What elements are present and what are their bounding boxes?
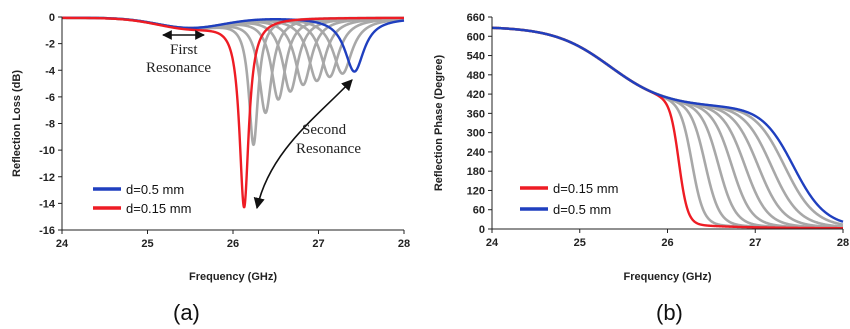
x-tick-label: 26 bbox=[227, 238, 239, 250]
reflection-phase-chart: 0 60 120 180 240 300 360 420 480 540 600 660 24 25 26 2… bbox=[433, 12, 849, 325]
x-tick-label: 27 bbox=[749, 237, 761, 249]
y-tick-label: 660 bbox=[467, 12, 485, 24]
reflection-loss-curve-intermediate bbox=[61, 16, 405, 147]
y-tick-label: -12 bbox=[39, 172, 55, 184]
legend-b-label-d015: d=0.15 mm bbox=[553, 181, 618, 196]
y-tick-label: 240 bbox=[467, 147, 485, 159]
y-axis-title: Reflection Phase (Degree) bbox=[433, 55, 445, 192]
reflection-phase-curve-intermediate bbox=[491, 26, 844, 229]
x-tick-label: 27 bbox=[312, 238, 324, 250]
first-resonance-label-line2: Resonance bbox=[146, 60, 211, 76]
reflection-phase-curve-intermediate bbox=[491, 26, 844, 230]
x-axis-title: Frequency (GHz) bbox=[623, 271, 711, 283]
reflection-phase-curve-intermediate bbox=[491, 26, 844, 228]
x-axis-title: Frequency (GHz) bbox=[189, 271, 277, 283]
y-tick-label: -16 bbox=[39, 225, 55, 237]
reflection-phase-curve-intermediate bbox=[491, 26, 844, 230]
reflection-phase-curves bbox=[491, 26, 844, 230]
y-tick-label: -8 bbox=[45, 119, 55, 131]
y-tick-label: 300 bbox=[467, 128, 485, 140]
reflection-phase-curve-intermediate bbox=[491, 26, 844, 226]
y-axis-title: Reflection Loss (dB) bbox=[11, 70, 23, 177]
legend-a-label-d015: d=0.15 mm bbox=[126, 201, 191, 216]
reflection-loss-curves bbox=[61, 16, 405, 209]
reflection-phase-curve-intermediate bbox=[491, 26, 844, 230]
y-tick-label: 420 bbox=[467, 89, 485, 101]
y-tick-label: -14 bbox=[39, 198, 56, 210]
y-tick-label: -10 bbox=[39, 145, 55, 157]
x-tick-label: 28 bbox=[398, 238, 410, 250]
legend-b-label-d05: d=0.5 mm bbox=[553, 202, 611, 217]
x-tick-label: 28 bbox=[837, 237, 849, 249]
y-tick-label: 60 bbox=[473, 205, 485, 217]
y-tick-label: 360 bbox=[467, 108, 485, 120]
second-resonance-label-line2: Resonance bbox=[296, 141, 361, 157]
legend-b: d=0.15 mm d=0.5 mm bbox=[520, 181, 618, 217]
reflection-phase-curve-intermediate bbox=[491, 26, 844, 229]
reflection-phase-axes: 0 60 120 180 240 300 360 420 480 540 600 660 24 25 26 2… bbox=[433, 12, 849, 283]
reflection-phase-curve-d015 bbox=[491, 26, 844, 230]
y-tick-label: -2 bbox=[45, 39, 55, 51]
legend-a-label-d05: d=0.5 mm bbox=[126, 182, 184, 197]
y-tick-label: 600 bbox=[467, 31, 485, 43]
second-resonance-arrow bbox=[253, 79, 353, 210]
x-tick-label: 26 bbox=[661, 237, 673, 249]
x-tick-label: 24 bbox=[56, 238, 69, 250]
second-resonance-label-line1: Second bbox=[302, 122, 347, 138]
legend-a: d=0.5 mm d=0.15 mm bbox=[93, 182, 191, 216]
y-tick-label: 180 bbox=[467, 166, 485, 178]
reflection-loss-curve-d015 bbox=[61, 16, 405, 209]
y-tick-label: 480 bbox=[467, 70, 485, 82]
y-tick-label: 540 bbox=[467, 51, 485, 63]
first-resonance-label-line1: First bbox=[170, 42, 198, 58]
reflection-phase-curve-d05 bbox=[491, 26, 844, 223]
y-tick-label: -4 bbox=[45, 65, 56, 77]
reflection-phase-curve-intermediate bbox=[491, 26, 844, 230]
x-tick-label: 24 bbox=[486, 237, 499, 249]
x-tick-label: 25 bbox=[141, 238, 153, 250]
y-tick-label: 0 bbox=[49, 12, 55, 24]
panel-label-a: (a) bbox=[173, 300, 200, 325]
x-tick-label: 25 bbox=[574, 237, 586, 249]
panel-label-b: (b) bbox=[656, 300, 683, 325]
y-tick-label: 120 bbox=[467, 185, 485, 197]
y-tick-label: -6 bbox=[45, 92, 55, 104]
y-tick-label: 0 bbox=[479, 224, 485, 236]
